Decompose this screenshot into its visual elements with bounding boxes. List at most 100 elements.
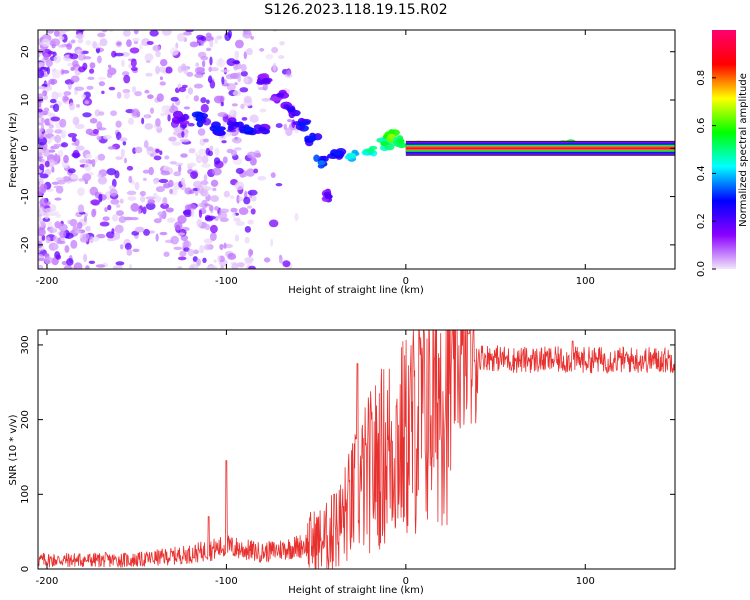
spectrogram-noise-blob xyxy=(200,35,207,41)
spectrogram-noise-blob xyxy=(58,36,65,41)
spectrogram-noise-blob xyxy=(161,30,172,36)
spectrogram-noise-blob xyxy=(97,76,107,80)
spectrogram-noise-blob xyxy=(53,30,60,37)
spectrogram-noise-blob xyxy=(153,155,162,161)
spectrogram-noise-blob xyxy=(259,47,265,52)
spectrogram-noise-blob xyxy=(51,166,55,173)
spectrogram-ridge-peak xyxy=(213,126,222,132)
spectrogram-noise-blob xyxy=(159,150,163,156)
spectrogram-noise-blob xyxy=(285,69,292,76)
spectrogram-noise-blob xyxy=(167,114,171,122)
spectrogram-ridge-blob xyxy=(191,111,204,118)
spectrogram-noise-blob xyxy=(190,171,198,180)
spectrogram-noise-blob xyxy=(38,108,43,113)
spectrogram-noise-blob xyxy=(241,116,248,121)
spectrogram-noise-blob xyxy=(58,223,68,232)
spectrogram-noise-blob xyxy=(62,175,70,181)
spectrogram-noise-blob xyxy=(41,117,45,124)
spectrogram-noise-blob xyxy=(235,167,244,175)
snr-plot-area xyxy=(38,330,675,569)
spectrogram-noise-blob xyxy=(134,90,142,97)
spectrogram-noise-blob xyxy=(153,180,158,185)
spectrogram-noise-blob xyxy=(244,225,252,233)
spectrogram-noise-blob xyxy=(99,38,108,47)
spectrogram-noise-blob xyxy=(160,203,170,209)
spectrogram-noise-blob xyxy=(38,134,44,139)
spectrogram-ridge-peak xyxy=(297,121,306,127)
spectrogram-noise-blob xyxy=(76,221,83,230)
colorbar-tick-label: 0.6 xyxy=(696,118,707,134)
spectrogram-noise-blob xyxy=(38,222,42,228)
spectrogram-noise-blob xyxy=(208,75,213,84)
spectrogram-noise-blob xyxy=(61,33,68,43)
spectrogram-noise-blob xyxy=(119,244,124,250)
spectrogram-noise-blob xyxy=(193,83,204,89)
spectrogram-noise-blob xyxy=(206,99,210,104)
spectrogram-noise-blob xyxy=(196,158,203,162)
spectrogram-ridge-peak xyxy=(396,138,405,144)
spectrogram-noise-blob xyxy=(75,123,85,130)
spectrogram-noise-blob xyxy=(115,120,122,128)
spectrogram-noise-blob xyxy=(116,42,122,46)
spectrogram-noise-blob xyxy=(187,87,194,95)
spectrogram-noise-blob xyxy=(209,224,218,234)
spectrogram-noise-blob xyxy=(108,30,114,33)
spectrogram-noise-blob xyxy=(77,53,86,61)
spectrogram-noise-blob xyxy=(186,71,194,77)
y-tick-label: -20 xyxy=(20,237,31,253)
spectrogram-noise-blob xyxy=(188,148,196,154)
spectrogram-noise-blob xyxy=(139,190,146,197)
spectrogram-noise-blob xyxy=(77,30,85,33)
spectrogram-noise-blob xyxy=(63,30,70,33)
spectrogram-noise-blob xyxy=(219,57,223,66)
spectrogram-noise-blob xyxy=(48,228,58,233)
spectrogram-noise-blob xyxy=(83,215,88,222)
spectrogram-noise-blob xyxy=(250,35,255,40)
spectrogram-noise-blob xyxy=(98,111,105,116)
spectrogram-noise-blob xyxy=(94,156,99,163)
spectrogram-noise-blob xyxy=(218,135,227,140)
spectrogram-noise-blob xyxy=(43,52,49,61)
spectrogram-noise-blob xyxy=(165,66,173,74)
snr-y-label: SNR (10 * v/v) xyxy=(8,414,19,485)
spectrogram-noise-blob xyxy=(44,207,54,213)
spectrogram-noise-blob xyxy=(148,166,154,176)
spectrogram-noise-blob xyxy=(180,63,187,72)
spectrogram-noise-blob xyxy=(205,147,211,156)
spectrogram-noise-blob xyxy=(109,188,118,197)
spectrogram-noise-blob xyxy=(59,118,67,128)
spectrogram-noise-blob xyxy=(132,248,140,253)
spectrogram-noise-blob xyxy=(214,37,219,44)
spectrogram-noise-blob xyxy=(67,132,78,138)
spectrogram-noise-blob xyxy=(97,153,106,161)
spectrogram-noise-blob xyxy=(53,235,59,243)
spectrogram-noise-blob xyxy=(115,204,121,208)
spectrogram-noise-blob xyxy=(271,46,279,54)
spectrogram-noise-blob xyxy=(38,216,42,223)
spectrogram-ridge-peak xyxy=(365,148,374,154)
spectrogram-noise-blob xyxy=(145,196,156,200)
spectrogram-noise-blob xyxy=(220,101,224,107)
spectrogram-noise-blob xyxy=(187,122,195,127)
spectrogram-noise-blob xyxy=(95,47,101,54)
snr-chart: -200 -100 0 100 0 100 200 300 Height of straig… xyxy=(8,329,676,596)
spectrogram-noise-blob xyxy=(161,107,167,113)
spectrogram-noise-blob xyxy=(71,136,77,142)
spectrogram-noise-blob xyxy=(133,30,139,35)
spectrogram-noise-blob xyxy=(158,178,169,184)
spectrogram-noise-blob xyxy=(44,160,50,168)
spectrogram-noise-blob xyxy=(271,30,278,32)
spectrogram-noise-blob xyxy=(231,137,242,144)
spectrogram-noise-blob xyxy=(130,58,137,68)
spectrogram-noise-blob xyxy=(127,117,135,125)
spectrogram-noise-blob xyxy=(272,62,277,72)
spectrogram-noise-blob xyxy=(222,156,228,164)
spectrogram-noise-blob xyxy=(141,117,145,125)
spectrogram-noise-blob xyxy=(177,215,187,224)
spectrogram-noise-blob xyxy=(275,123,283,128)
spectrogram-noise-blob xyxy=(128,175,133,184)
spectrogram-noise-blob xyxy=(112,265,123,269)
spectrogram-noise-blob xyxy=(185,94,189,100)
spectrogram-noise-blob xyxy=(230,207,238,213)
spectrogram-ridge-blob xyxy=(313,154,320,162)
